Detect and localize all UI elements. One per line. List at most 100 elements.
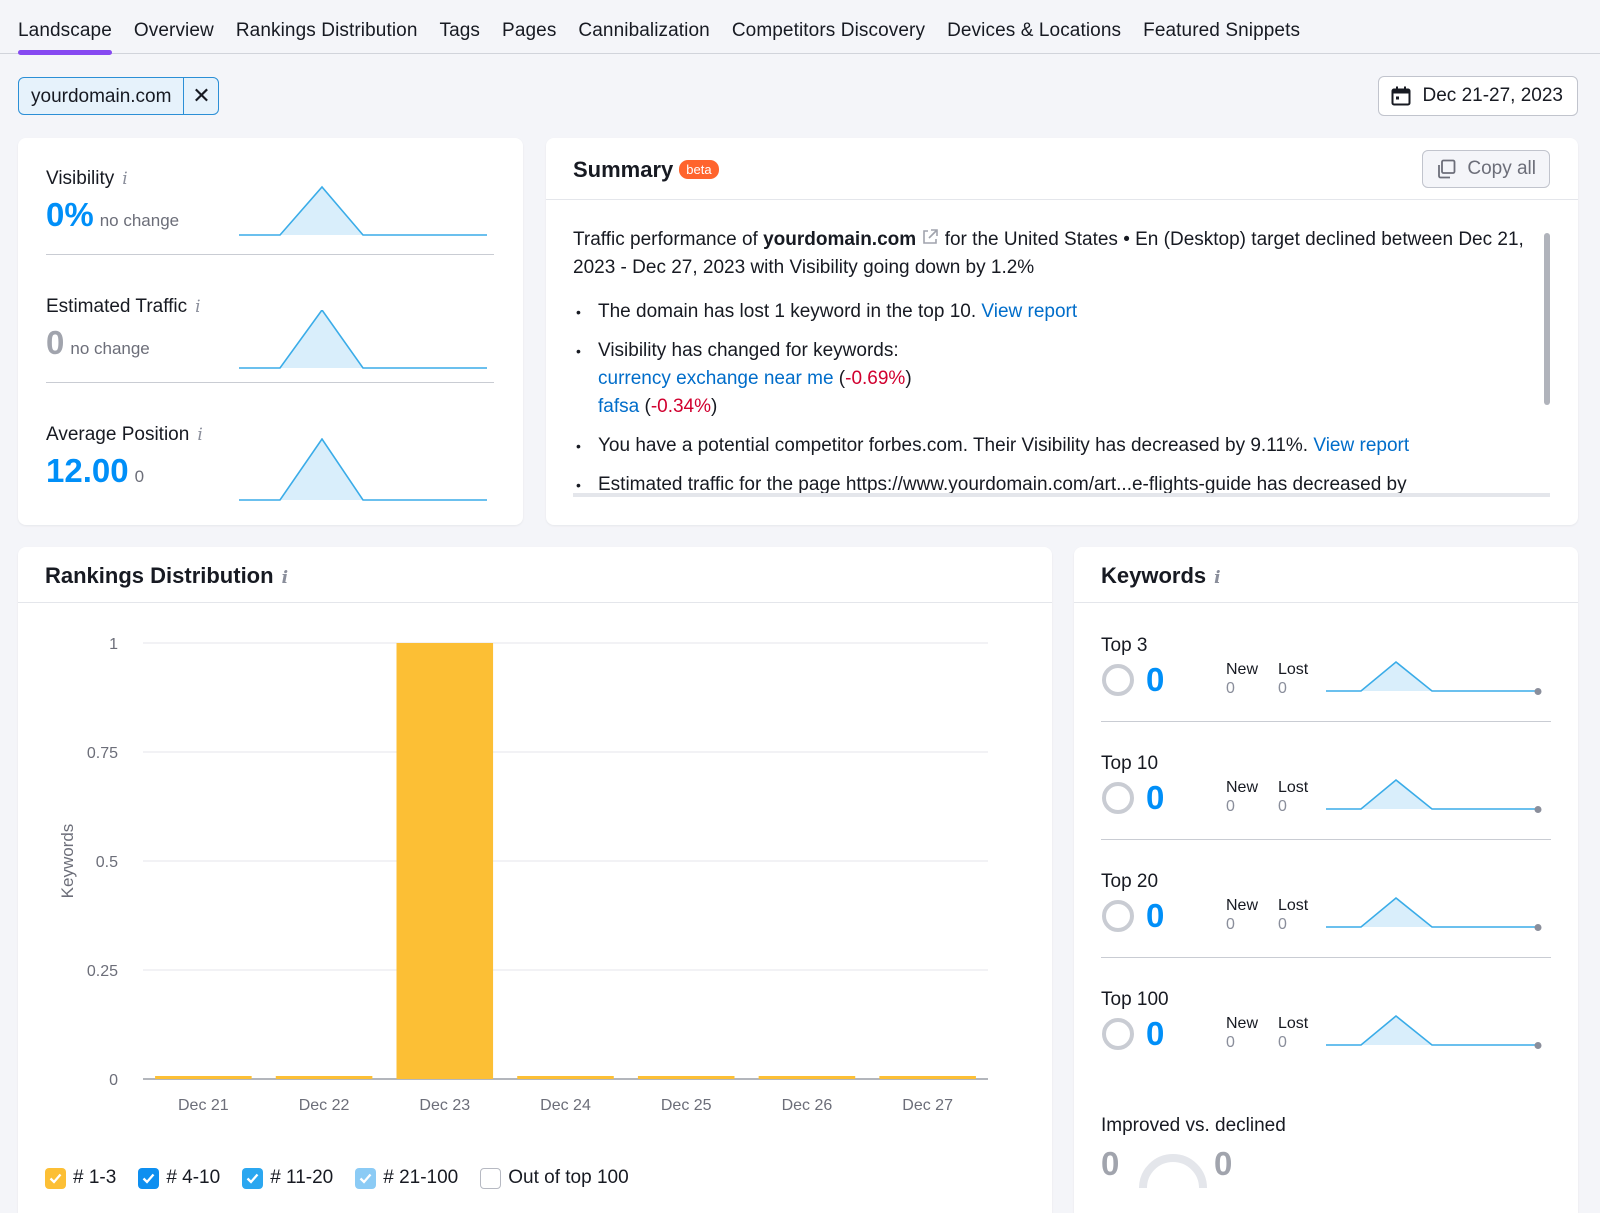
keyword-link[interactable]: fafsa [598,396,640,417]
legend-item-4-10[interactable]: # 4-10 [138,1167,220,1189]
external-link-icon[interactable] [921,228,939,246]
new-keywords: New 0 [1226,897,1259,933]
x-tick-label: Dec 27 [902,1097,953,1114]
bar [517,1076,614,1079]
keyword-row: Top 10 0 New 0 Lost 0 [1101,721,1551,839]
rankings-title: Rankings Distribution [45,563,274,588]
info-icon[interactable]: i [281,568,289,588]
date-range-button[interactable]: Dec 21-27, 2023 [1377,76,1578,116]
checkbox-icon[interactable] [138,1167,160,1189]
view-report-link[interactable]: View report [1313,435,1410,456]
keyword-group-label: Top 100 [1101,989,1169,1010]
y-tick-label: 0.75 [87,745,118,762]
keyword-group-label: Top 3 [1101,635,1148,656]
keyword-change: -0.34% [650,396,712,417]
summary-bottom-edge [573,493,1550,497]
chart-legend: # 1-3 # 4-10 # 11-20 # 21-100 Out of top… [45,1167,651,1189]
divider [46,254,494,255]
keywords-header: Keywords i [1074,547,1578,603]
summary-domain: yourdomain.com [763,229,917,250]
checkbox-icon[interactable] [480,1167,502,1189]
checkbox-icon[interactable] [242,1167,264,1189]
new-keywords: New 0 [1226,1015,1259,1051]
rankings-chart: 1 0.75 0.5 0.25 0 Keywords Dec 21 Dec 22 Dec 23 D… [58,636,988,1114]
legend-item-21-100[interactable]: # 21-100 [355,1167,458,1189]
y-tick-label: 0 [109,1072,118,1089]
x-tick-label: Dec 22 [299,1097,350,1114]
keyword-change: -0.69% [845,368,906,389]
close-icon[interactable]: ✕ [192,83,211,108]
divider [46,382,494,383]
info-icon[interactable]: i [122,169,128,189]
keyword-group-label: Top 10 [1101,753,1159,774]
y-tick-label: 0.5 [96,854,118,871]
keyword-link[interactable]: currency exchange near me [598,368,834,389]
checkbox-icon[interactable] [355,1167,377,1189]
keyword-row: Top 20 0 New 0 Lost 0 [1101,839,1551,957]
tab-rankings-distribution[interactable]: Rankings Distribution [235,20,418,41]
metrics-card: Visibility i 0% no change Estimated Traffi… [18,138,523,525]
y-axis-label: Keywords [58,824,77,899]
keywords-title: Keywords [1101,563,1207,588]
traffic-label: Estimated Traffic [46,296,188,317]
divider [1101,839,1551,840]
x-tick-label: Dec 23 [419,1097,470,1114]
improved-declined-label: Improved vs. declined [1101,1115,1286,1136]
rankings-distribution-card: Rankings Distribution i 1 0.75 0.5 0.25 0 Keyw… [18,547,1052,1213]
lost-keywords: Lost 0 [1278,661,1309,697]
y-tick-label: 1 [109,636,118,653]
bar [879,1076,976,1079]
summary-title: Summary [573,157,674,182]
copy-all-button[interactable]: Copy all [1422,150,1550,188]
tab-tags[interactable]: Tags [439,20,481,41]
info-icon[interactable]: i [197,425,203,445]
view-report-link[interactable]: View report [981,301,1078,322]
domain-filter-chip: yourdomain.com ✕ [18,77,220,115]
checkbox-icon[interactable] [45,1167,66,1189]
info-icon[interactable]: i [195,297,201,317]
improved-declined-gauge [1139,1154,1207,1189]
info-icon[interactable]: i [1214,568,1221,588]
bar [275,1076,373,1079]
calendar-icon [1391,86,1410,106]
tab-overview[interactable]: Overview [133,20,214,41]
x-tick-label: Dec 25 [661,1097,712,1114]
legend-item-out-of-top-100[interactable]: Out of top 100 [480,1167,629,1189]
tab-cannibalization[interactable]: Cannibalization [578,20,710,41]
keywords-card: Keywords i Improved vs. declined 0 0 Top … [1074,547,1578,1213]
tab-featured-snippets[interactable]: Featured Snippets [1143,20,1301,41]
visibility-change: no change [99,211,180,230]
position-change: 0 [134,467,145,486]
ring-icon [1102,664,1134,696]
new-keywords: New 0 [1226,661,1259,697]
beta-badge: beta [679,160,719,179]
improved-value: 0 [1101,1145,1120,1182]
tab-competitors-discovery[interactable]: Competitors Discovery [731,20,926,41]
summary-text: Traffic performance of yourdomain.com fo… [573,226,1541,510]
copy-all-label: Copy all [1467,158,1536,179]
summary-scrollbar[interactable] [1544,233,1550,405]
tab-landscape[interactable]: Landscape [18,0,112,55]
legend-item-11-20[interactable]: # 11-20 [242,1167,333,1189]
ring-icon [1102,1018,1134,1050]
position-sparkline [239,438,487,501]
position-label: Average Position [46,424,190,445]
summary-item: The domain has lost 1 keyword in the top… [573,298,1541,326]
legend-item-1-3[interactable]: # 1-3 [45,1167,116,1189]
declined-value: 0 [1214,1145,1233,1182]
summary-item: Visibility has changed for keywords: cur… [573,337,1541,421]
ring-icon [1102,900,1134,932]
position-value: 12.00 [46,452,129,489]
copy-icon [1438,159,1456,179]
date-range-label: Dec 21-27, 2023 [1422,85,1564,106]
tab-pages[interactable]: Pages [502,20,557,41]
tab-devices-locations[interactable]: Devices & Locations [947,20,1122,41]
bar [637,1076,735,1079]
traffic-sparkline [239,310,487,369]
x-tick-label: Dec 26 [782,1097,833,1114]
keyword-sparkline [1326,1014,1542,1049]
position-metric: Average Position i 12.00 0 [46,394,494,514]
visibility-label: Visibility [46,168,115,189]
x-tick-label: Dec 24 [540,1097,591,1114]
bar [758,1076,856,1079]
